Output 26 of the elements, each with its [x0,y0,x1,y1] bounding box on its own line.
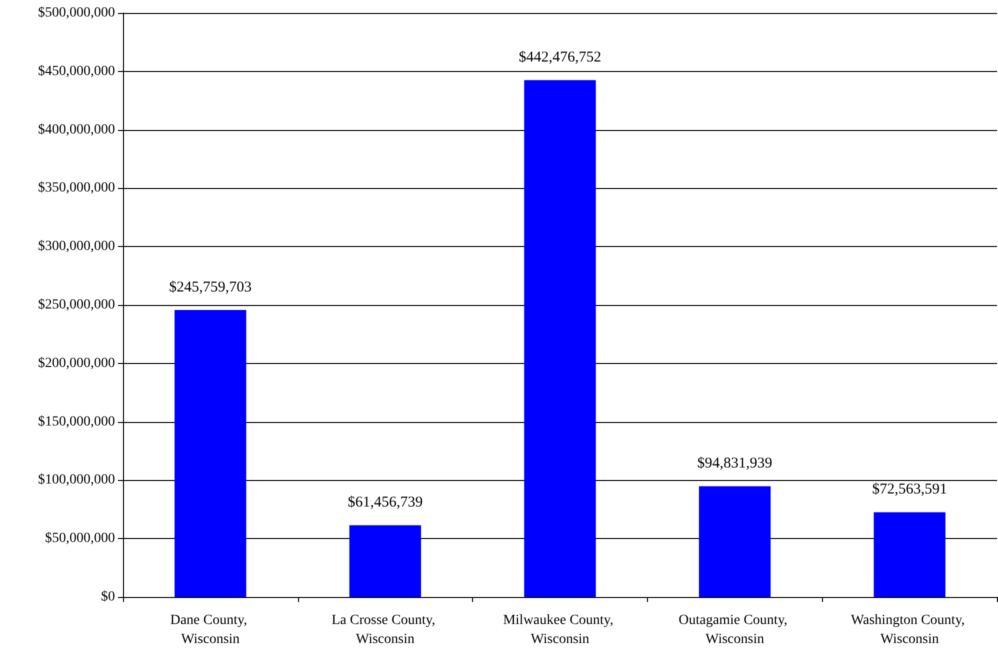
y-tick-label: $300,000,000 [38,239,115,254]
y-tick-label: $0 [101,590,115,604]
bar [698,486,771,597]
y-tick-label: $250,000,000 [38,298,115,312]
y-tick-label: $150,000,000 [38,414,115,430]
y-tick-label: $100,000,000 [38,472,115,488]
y-tick-label: $200,000,000 [38,356,115,371]
data-label: $245,759,703 [169,279,252,296]
x-tick-label: Milwaukee County, Wisconsin [503,613,617,647]
x-tick-label: Outagamie County, Wisconsin [678,613,791,647]
bar [524,80,596,597]
x-tick-label: Washington County, Wisconsin [850,613,968,647]
y-tick-label: $50,000,000 [45,531,115,546]
y-tick-label: $500,000,000 [38,6,115,20]
data-label: $442,476,752 [518,50,602,66]
data-label: $61,456,739 [348,494,423,511]
x-tick-label: Dane County, Wisconsin [170,613,251,647]
y-tick-label: $350,000,000 [38,180,115,196]
data-label: $94,831,939 [697,456,772,472]
x-tick-label: La Crosse County, Wisconsin [332,613,439,647]
y-tick-label: $400,000,000 [38,122,115,138]
bar [349,525,422,597]
bar [174,310,246,597]
bar [874,512,946,597]
data-label: $72,563,591 [872,482,948,498]
y-tick-label: $450,000,000 [38,64,115,79]
